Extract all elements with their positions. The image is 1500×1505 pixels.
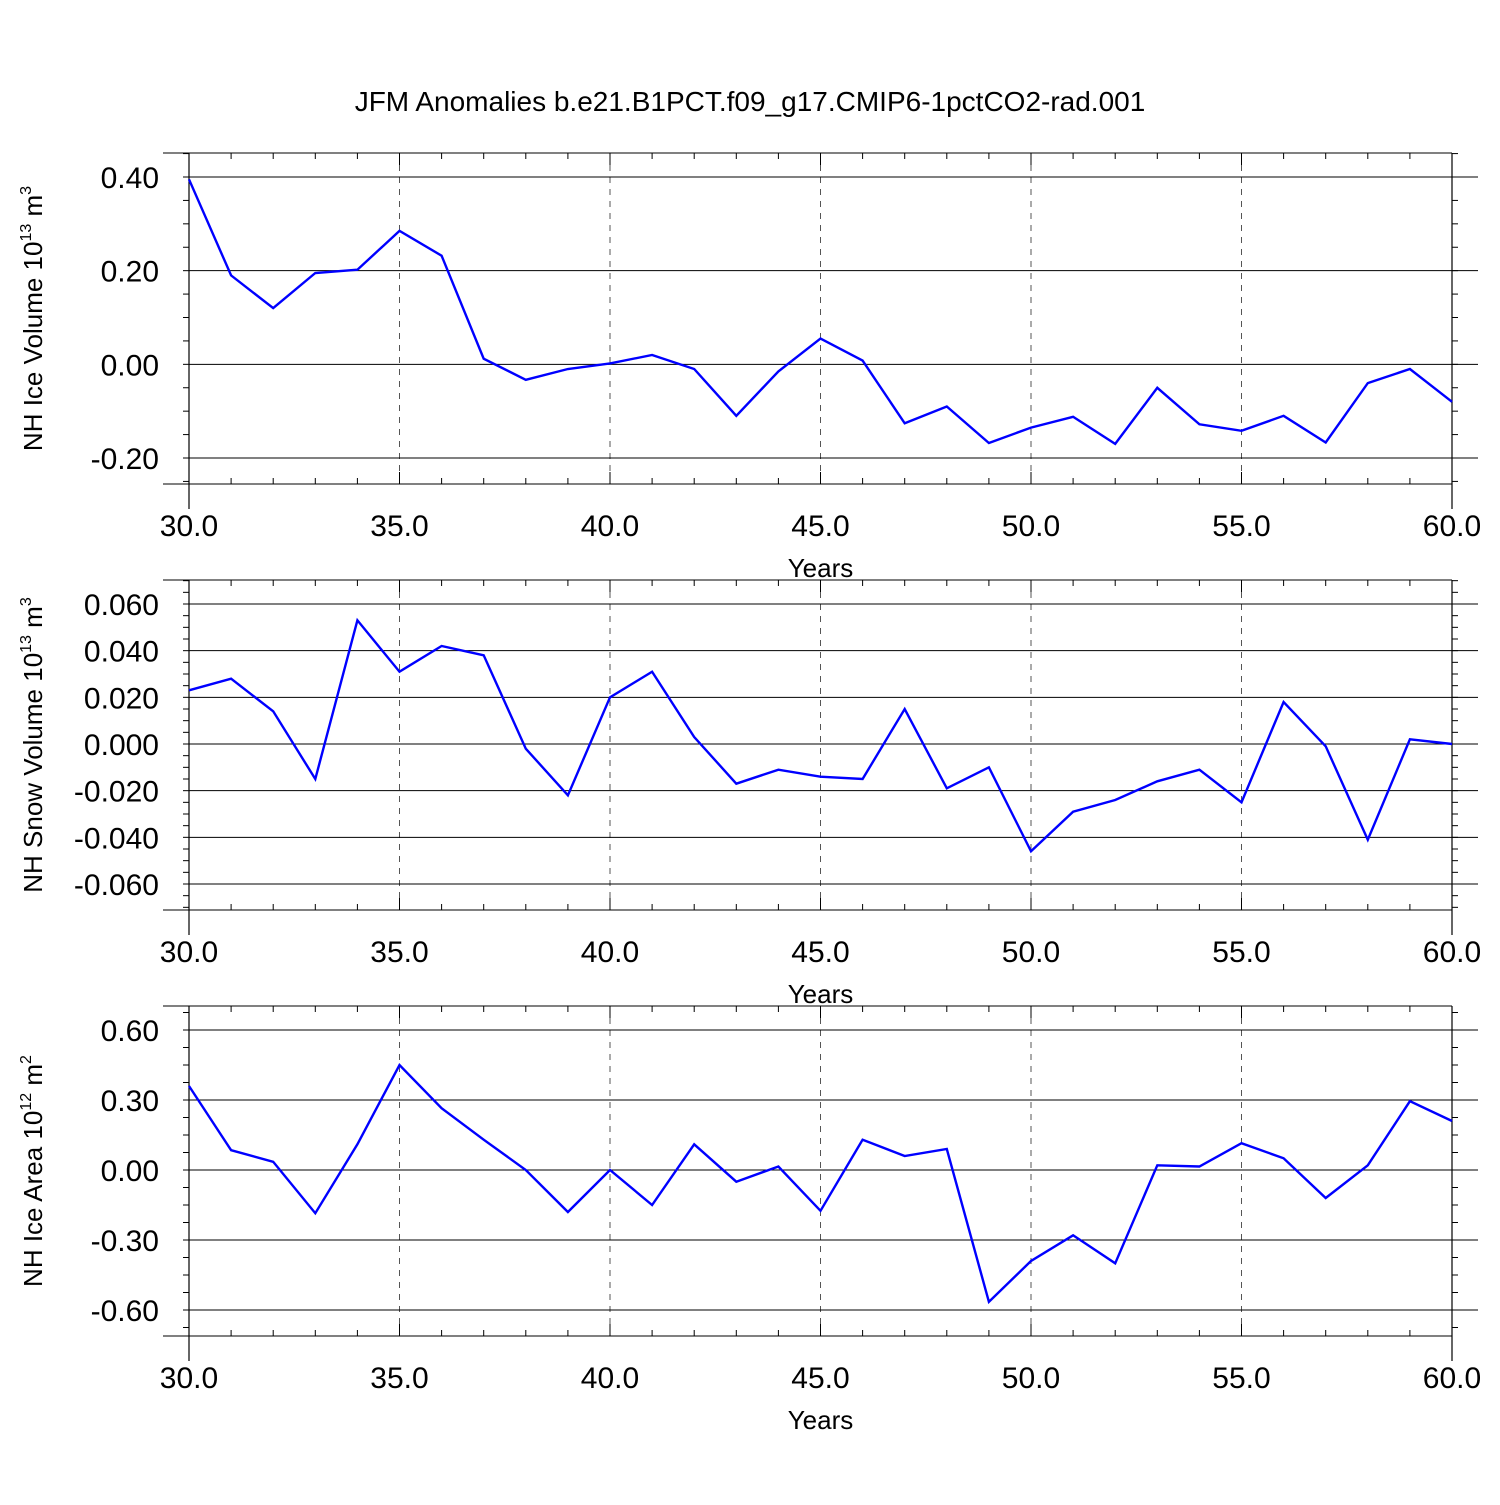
chart-panel-2: -0.060 -0.040 -0.020 0.000 0.020 0.040 0.060 30… xyxy=(18,579,1481,1009)
y-tick-label: 0.00 xyxy=(101,349,159,382)
x-tick-label: 50.0 xyxy=(1002,1362,1060,1395)
x-tick-label: 30.0 xyxy=(160,936,218,969)
x-tick-label: 55.0 xyxy=(1212,1362,1270,1395)
y-tick-label: 0.060 xyxy=(84,589,159,622)
x-tick-label: 35.0 xyxy=(370,1362,428,1395)
y-tick-label: -0.060 xyxy=(74,869,159,902)
x-tick-label: 45.0 xyxy=(791,936,849,969)
x-tick-label: 50.0 xyxy=(1002,510,1060,543)
y-tick-label: 0.020 xyxy=(84,682,159,715)
y-tick-label: 0.30 xyxy=(101,1085,159,1118)
y-axis-label-unit-exponent: 3 xyxy=(18,597,35,606)
y-tick-label: -0.020 xyxy=(74,776,159,809)
x-tick-label: 50.0 xyxy=(1002,936,1060,969)
chart-panel-3: -0.60 -0.30 0.00 0.30 0.60 30.0 35.0 40.0 45.0 50… xyxy=(18,1005,1481,1435)
chart-panel-1: -0.20 0.00 0.20 0.40 30.0 35.0 40.0 45.0 50.0 55.… xyxy=(18,152,1481,583)
x-tick-label: 45.0 xyxy=(791,1362,849,1395)
x-tick-label: 55.0 xyxy=(1212,510,1270,543)
y-axis-label: NH Ice Volume 1013 m3 xyxy=(18,186,48,451)
y-axis-label-unit: m xyxy=(18,1064,48,1093)
y-axis-label-exponent: 13 xyxy=(18,224,35,242)
y-tick-label: 0.00 xyxy=(101,1155,159,1188)
x-tick-label: 60.0 xyxy=(1423,510,1481,543)
figure-title: JFM Anomalies b.e21.B1PCT.f09_g17.CMIP6-… xyxy=(354,86,1146,117)
y-tick-label: -0.20 xyxy=(91,443,159,476)
x-axis-label: Years xyxy=(788,979,854,1009)
x-tick-label: 60.0 xyxy=(1423,936,1481,969)
x-axis-label: Years xyxy=(788,553,854,583)
y-axis-label-text: NH Ice Volume 10 xyxy=(18,242,48,452)
x-tick-label: 40.0 xyxy=(581,936,639,969)
x-tick-label: 60.0 xyxy=(1423,1362,1481,1395)
series-line xyxy=(188,617,1453,854)
y-tick-label: -0.60 xyxy=(91,1295,159,1328)
y-tick-label: 0.40 xyxy=(101,162,159,195)
x-tick-label: 40.0 xyxy=(581,510,639,543)
y-tick-label: 0.60 xyxy=(101,1015,159,1048)
y-tick-label: 0.20 xyxy=(101,256,159,289)
y-tick-label: -0.30 xyxy=(91,1225,159,1258)
y-tick-label: -0.040 xyxy=(74,822,159,855)
x-tick-label: 45.0 xyxy=(791,510,849,543)
y-axis-label-unit: m xyxy=(18,195,48,224)
y-tick-label: 0.040 xyxy=(84,636,159,669)
x-tick-label: 55.0 xyxy=(1212,936,1270,969)
y-axis-label: NH Ice Area 1012 m2 xyxy=(18,1055,48,1287)
x-tick-label: 40.0 xyxy=(581,1362,639,1395)
series-line xyxy=(187,1062,1453,1305)
y-axis-label-text: NH Ice Area 10 xyxy=(18,1111,48,1287)
y-axis-label-exponent: 13 xyxy=(18,635,35,653)
y-axis-label-unit-exponent: 2 xyxy=(18,1055,35,1064)
y-axis-label-text: NH Snow Volume 10 xyxy=(18,653,48,893)
x-tick-label: 30.0 xyxy=(160,510,218,543)
x-tick-label: 30.0 xyxy=(160,1362,218,1395)
x-axis-label: Years xyxy=(788,1405,854,1435)
y-axis-label-unit-exponent: 3 xyxy=(18,186,35,195)
y-axis-label-exponent: 12 xyxy=(18,1093,35,1111)
series-line xyxy=(187,178,1453,446)
y-tick-label: 0.000 xyxy=(84,729,159,762)
y-axis-label: NH Snow Volume 1013 m3 xyxy=(18,597,48,893)
x-tick-label: 35.0 xyxy=(370,936,428,969)
x-tick-label: 35.0 xyxy=(370,510,428,543)
y-axis-label-unit: m xyxy=(18,606,48,635)
